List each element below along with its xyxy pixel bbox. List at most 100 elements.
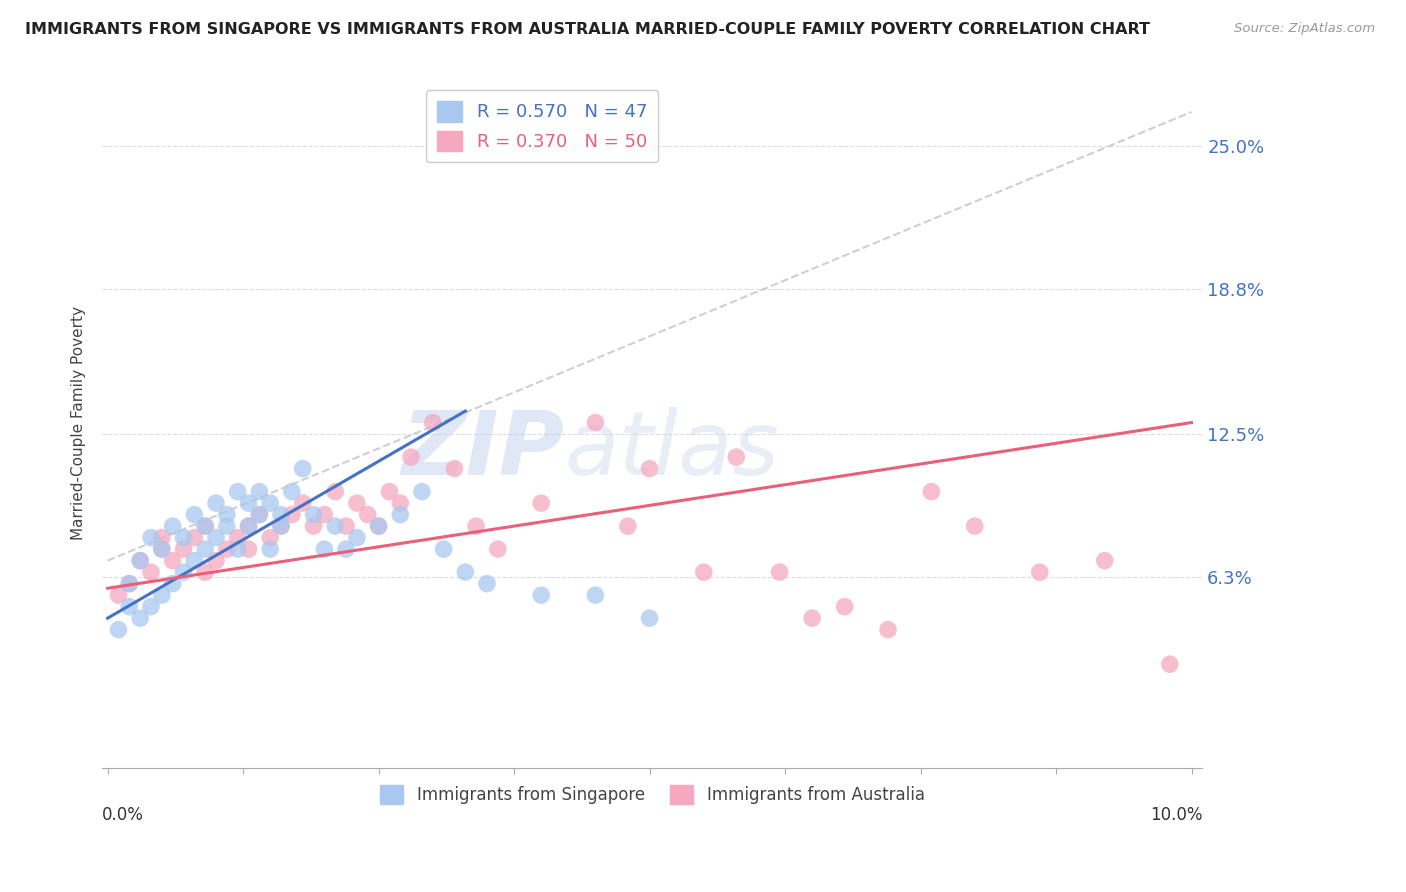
Point bbox=[183, 531, 205, 545]
Point bbox=[323, 484, 346, 499]
Point bbox=[638, 461, 661, 475]
Point bbox=[877, 623, 900, 637]
Point bbox=[378, 484, 401, 499]
Point bbox=[530, 496, 553, 510]
Point bbox=[118, 599, 141, 614]
Point bbox=[129, 554, 152, 568]
Point bbox=[346, 531, 368, 545]
Point bbox=[238, 519, 260, 533]
Point bbox=[422, 416, 444, 430]
Point bbox=[281, 508, 304, 522]
Legend: Immigrants from Singapore, Immigrants from Australia: Immigrants from Singapore, Immigrants fr… bbox=[374, 779, 931, 811]
Point bbox=[226, 484, 249, 499]
Point bbox=[335, 519, 357, 533]
Point bbox=[314, 542, 336, 557]
Text: 10.0%: 10.0% bbox=[1150, 805, 1202, 823]
Point bbox=[638, 611, 661, 625]
Point bbox=[247, 484, 270, 499]
Point bbox=[183, 554, 205, 568]
Point bbox=[693, 565, 716, 579]
Point bbox=[367, 519, 389, 533]
Point bbox=[291, 496, 314, 510]
Point bbox=[194, 519, 217, 533]
Point bbox=[454, 565, 477, 579]
Point bbox=[173, 531, 195, 545]
Point bbox=[291, 461, 314, 475]
Point bbox=[475, 576, 498, 591]
Point bbox=[389, 508, 412, 522]
Point bbox=[205, 496, 228, 510]
Point bbox=[583, 416, 606, 430]
Point bbox=[194, 565, 217, 579]
Point bbox=[238, 496, 260, 510]
Point bbox=[433, 542, 456, 557]
Point bbox=[150, 531, 173, 545]
Point bbox=[194, 519, 217, 533]
Point bbox=[465, 519, 488, 533]
Point bbox=[129, 611, 152, 625]
Point bbox=[769, 565, 792, 579]
Point bbox=[259, 542, 281, 557]
Point bbox=[1029, 565, 1052, 579]
Point bbox=[801, 611, 824, 625]
Point bbox=[226, 542, 249, 557]
Point bbox=[215, 542, 238, 557]
Point bbox=[259, 531, 281, 545]
Y-axis label: Married-Couple Family Poverty: Married-Couple Family Poverty bbox=[72, 306, 86, 540]
Text: ZIP: ZIP bbox=[402, 407, 564, 493]
Point bbox=[1159, 657, 1181, 672]
Point bbox=[399, 450, 422, 464]
Point bbox=[486, 542, 509, 557]
Point bbox=[302, 519, 325, 533]
Point bbox=[270, 508, 292, 522]
Point bbox=[173, 565, 195, 579]
Point bbox=[530, 588, 553, 602]
Text: 0.0%: 0.0% bbox=[103, 805, 143, 823]
Point bbox=[205, 554, 228, 568]
Point bbox=[139, 599, 162, 614]
Point bbox=[118, 576, 141, 591]
Point bbox=[725, 450, 748, 464]
Point bbox=[162, 554, 184, 568]
Point bbox=[139, 565, 162, 579]
Point bbox=[183, 508, 205, 522]
Point bbox=[259, 496, 281, 510]
Point bbox=[617, 519, 640, 533]
Point bbox=[346, 496, 368, 510]
Point bbox=[357, 508, 380, 522]
Point bbox=[107, 588, 129, 602]
Point bbox=[215, 508, 238, 522]
Point bbox=[834, 599, 856, 614]
Point bbox=[335, 542, 357, 557]
Point bbox=[583, 588, 606, 602]
Point bbox=[107, 623, 129, 637]
Point bbox=[270, 519, 292, 533]
Text: IMMIGRANTS FROM SINGAPORE VS IMMIGRANTS FROM AUSTRALIA MARRIED-COUPLE FAMILY POV: IMMIGRANTS FROM SINGAPORE VS IMMIGRANTS … bbox=[25, 22, 1150, 37]
Point bbox=[162, 519, 184, 533]
Point bbox=[411, 484, 433, 499]
Text: Source: ZipAtlas.com: Source: ZipAtlas.com bbox=[1234, 22, 1375, 36]
Point bbox=[389, 496, 412, 510]
Point bbox=[238, 519, 260, 533]
Point bbox=[150, 542, 173, 557]
Point bbox=[139, 531, 162, 545]
Point bbox=[367, 519, 389, 533]
Point bbox=[302, 508, 325, 522]
Point bbox=[150, 588, 173, 602]
Text: atlas: atlas bbox=[564, 407, 779, 493]
Point bbox=[226, 531, 249, 545]
Point bbox=[215, 519, 238, 533]
Point bbox=[205, 531, 228, 545]
Point bbox=[270, 519, 292, 533]
Point bbox=[314, 508, 336, 522]
Point bbox=[173, 542, 195, 557]
Point bbox=[150, 542, 173, 557]
Point bbox=[281, 484, 304, 499]
Point bbox=[1094, 554, 1116, 568]
Point bbox=[129, 554, 152, 568]
Point bbox=[238, 542, 260, 557]
Point bbox=[194, 542, 217, 557]
Point bbox=[247, 508, 270, 522]
Point bbox=[323, 519, 346, 533]
Point bbox=[162, 576, 184, 591]
